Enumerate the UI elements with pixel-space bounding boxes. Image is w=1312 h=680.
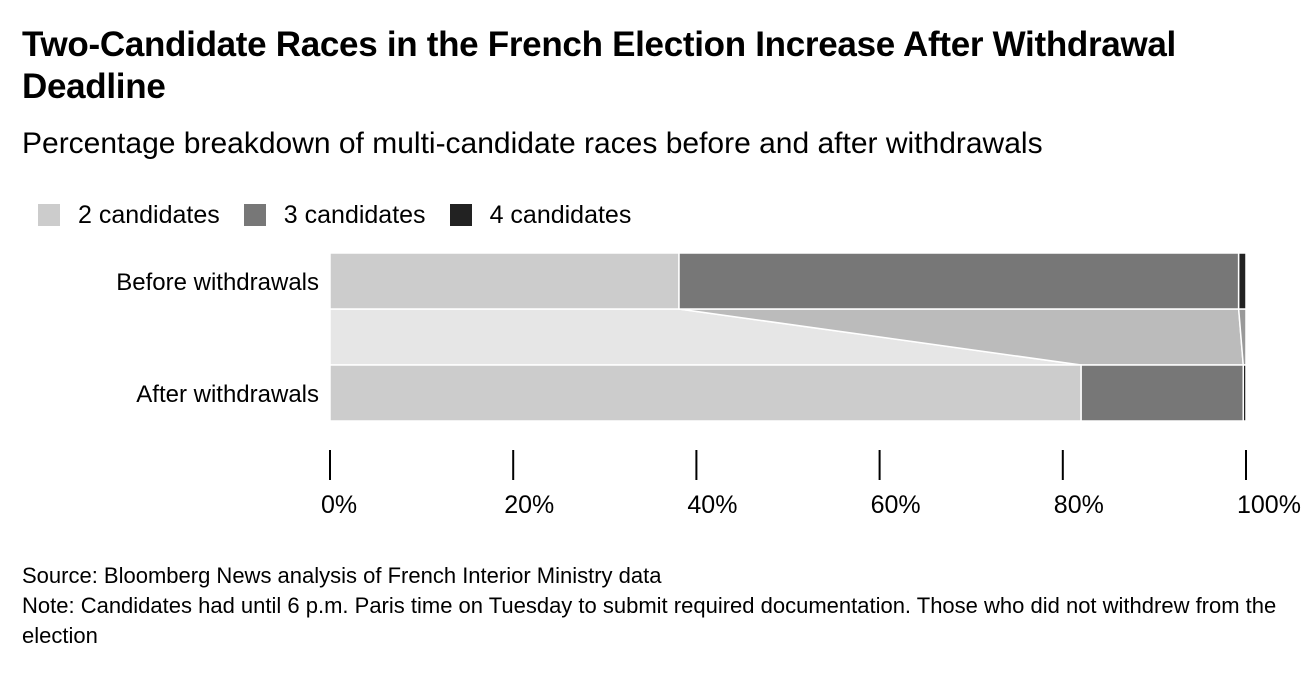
legend-label-4-candidates: 4 candidates (489, 200, 632, 229)
x-tick-label-40: 40% (687, 491, 737, 519)
bar-after-withdrawals-2-candidates (329, 364, 1082, 422)
bar-before-withdrawals-2-candidates (329, 252, 680, 310)
legend-swatch-2-candidates (38, 204, 60, 226)
chart-subtitle: Percentage breakdown of multi-candidate … (22, 127, 1043, 160)
category-label-after-withdrawals: After withdrawals (136, 381, 319, 408)
legend-item-3-candidates: 3 candidates (243, 200, 426, 230)
methodology-note: Note: Candidates had until 6 p.m. Paris … (22, 593, 1277, 648)
bar-before-withdrawals-4-candidates (1237, 252, 1247, 310)
bar-after-withdrawals-4-candidates (1242, 364, 1247, 422)
legend-label-3-candidates: 3 candidates (283, 200, 426, 229)
footnotes: Source: Bloomberg News analysis of Frenc… (22, 561, 1302, 651)
legend-label-2-candidates: 2 candidates (78, 200, 220, 229)
legend: 2 candidates 3 candidates 4 candidates (38, 198, 655, 232)
x-tick-label-80: 80% (1054, 491, 1104, 519)
legend-item-2-candidates: 2 candidates (38, 201, 220, 230)
chart-title: Two-Candidate Races in the French Electi… (22, 25, 1176, 106)
stacked-bar-chart: Before withdrawals After withdrawals 0% 20%… (116, 252, 1301, 519)
legend-item-4-candidates: 4 candidates (449, 200, 632, 230)
x-tick-label-60: 60% (871, 491, 921, 519)
x-tick-label-0: 0% (321, 491, 357, 519)
bar-before-withdrawals-3-candidates (678, 252, 1240, 310)
source-note: Source: Bloomberg News analysis of Frenc… (22, 563, 662, 588)
x-tick-label-20: 20% (504, 491, 554, 519)
bar-after-withdrawals-3-candidates (1080, 364, 1245, 422)
x-tick-label-100: 100% (1237, 491, 1301, 519)
legend-swatch-4-candidates (449, 204, 472, 226)
legend-swatch-3-candidates (243, 204, 266, 226)
category-label-before-withdrawals: Before withdrawals (116, 269, 319, 296)
